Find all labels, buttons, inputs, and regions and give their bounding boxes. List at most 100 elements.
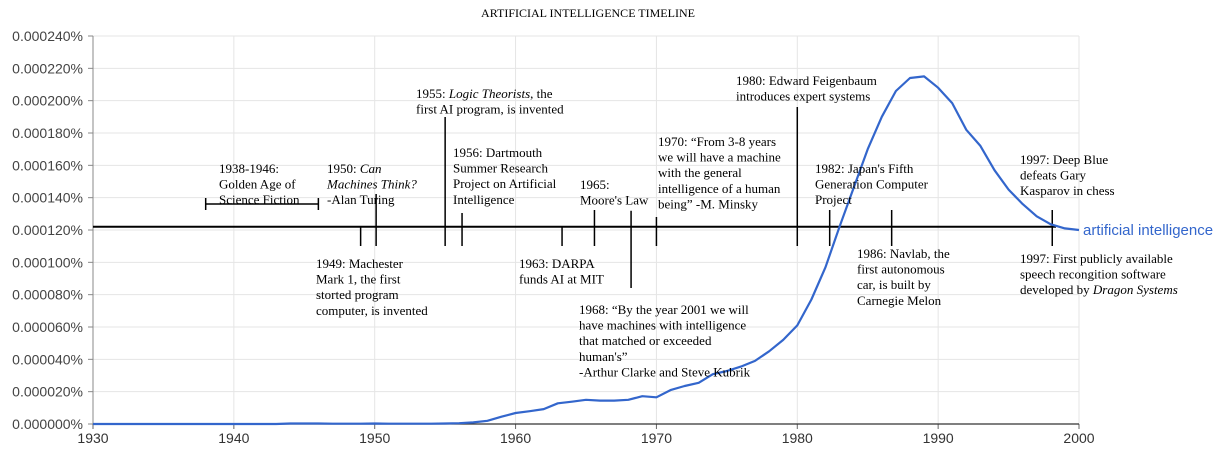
data-point[interactable] — [498, 414, 504, 420]
data-point[interactable] — [245, 421, 251, 427]
data-point[interactable] — [780, 337, 786, 343]
data-point[interactable] — [893, 88, 899, 94]
data-point[interactable] — [175, 421, 181, 427]
data-point[interactable] — [907, 75, 913, 81]
data-point[interactable] — [273, 421, 279, 427]
data-point[interactable] — [1062, 225, 1068, 231]
event-annotation-line: speech recongition software — [1020, 267, 1166, 282]
data-point[interactable] — [259, 421, 265, 427]
data-point[interactable] — [597, 398, 603, 404]
annotation-segment: 1970: “From 3-8 years — [658, 134, 776, 149]
event-annotation-line: Golden Age of — [219, 177, 296, 192]
data-point[interactable] — [682, 383, 688, 389]
annotation-segment: , the — [530, 86, 553, 101]
data-point[interactable] — [372, 421, 378, 427]
annotation-segment: computer, is invented — [316, 303, 428, 318]
data-point[interactable] — [822, 264, 828, 270]
data-point[interactable] — [90, 421, 96, 427]
data-point[interactable] — [203, 421, 209, 427]
annotation-segment: 1938-1946: — [219, 161, 279, 176]
data-point[interactable] — [794, 322, 800, 328]
annotation-segment: Machines Think? — [326, 177, 417, 192]
data-point[interactable] — [386, 421, 392, 427]
data-point[interactable] — [569, 399, 575, 405]
annotation-segment: 1997: Deep Blue — [1020, 152, 1108, 167]
data-point[interactable] — [1048, 221, 1054, 227]
data-point[interactable] — [132, 421, 138, 427]
annotation-segment: Mark 1, the first — [316, 272, 401, 287]
data-point[interactable] — [301, 421, 307, 427]
event-annotation-line: Summer Research — [453, 161, 548, 176]
x-tick-label: 1990 — [923, 430, 954, 446]
data-point[interactable] — [977, 143, 983, 149]
annotation-segment: 1963: DARPA — [519, 256, 595, 271]
data-point[interactable] — [583, 397, 589, 403]
y-tick-label: 0.000060% — [12, 319, 83, 335]
data-point[interactable] — [146, 421, 152, 427]
data-point[interactable] — [625, 397, 631, 403]
annotation-segment: 1965: — [580, 177, 610, 192]
data-point[interactable] — [217, 421, 223, 427]
x-tick-label: 1970 — [641, 430, 672, 446]
data-point[interactable] — [639, 393, 645, 399]
data-point[interactable] — [400, 421, 406, 427]
annotation-segment: speech recongition software — [1020, 267, 1166, 282]
data-point[interactable] — [1034, 213, 1040, 219]
event-annotation-line: 1980: Edward Feigenbaum — [736, 73, 877, 88]
data-point[interactable] — [527, 408, 533, 414]
data-point[interactable] — [189, 421, 195, 427]
data-point[interactable] — [668, 387, 674, 393]
x-tick-label: 1940 — [218, 430, 249, 446]
data-point[interactable] — [442, 421, 448, 427]
data-point[interactable] — [696, 380, 702, 386]
event-annotation-line: 1956: Dartmouth — [453, 145, 543, 160]
data-point[interactable] — [470, 419, 476, 425]
data-point[interactable] — [865, 146, 871, 152]
event-annotation-line: that matched or exceeded — [579, 333, 712, 348]
data-point[interactable] — [949, 100, 955, 106]
data-point[interactable] — [1076, 227, 1082, 233]
data-point[interactable] — [428, 421, 434, 427]
annotation-segment: storted program — [316, 287, 399, 302]
data-point[interactable] — [752, 358, 758, 364]
data-point[interactable] — [935, 85, 941, 91]
data-point[interactable] — [287, 421, 293, 427]
data-point[interactable] — [611, 398, 617, 404]
data-point[interactable] — [484, 418, 490, 424]
event-annotation-line: first AI program, is invented — [416, 102, 564, 117]
data-point[interactable] — [991, 167, 997, 173]
x-tick-label: 1980 — [782, 430, 813, 446]
annotation-segment: -Arthur Clarke and Steve Kubrik — [579, 364, 751, 379]
data-point[interactable] — [963, 127, 969, 133]
data-point[interactable] — [358, 421, 364, 427]
annotation-segment: Moore's Law — [580, 193, 649, 208]
annotation-segment: Dragon Systems — [1092, 282, 1178, 297]
data-point[interactable] — [808, 297, 814, 303]
data-point[interactable] — [921, 73, 927, 79]
annotation-segment: intelligence of a human — [658, 181, 781, 196]
annotation-segment: introduces expert systems — [736, 89, 870, 104]
data-point[interactable] — [456, 420, 462, 426]
data-point[interactable] — [766, 348, 772, 354]
data-point[interactable] — [160, 421, 166, 427]
series-line — [93, 75, 1080, 426]
data-point[interactable] — [414, 421, 420, 427]
data-point[interactable] — [555, 400, 561, 406]
data-point[interactable] — [513, 410, 519, 416]
data-point[interactable] — [315, 421, 321, 427]
data-point[interactable] — [231, 421, 237, 427]
event-annotation-line: first autonomous — [857, 262, 945, 277]
data-point[interactable] — [329, 421, 335, 427]
data-point[interactable] — [541, 406, 547, 412]
data-point[interactable] — [118, 421, 124, 427]
y-tick-label: 0.000000% — [12, 416, 83, 432]
data-point[interactable] — [104, 421, 110, 427]
data-point[interactable] — [1020, 201, 1026, 207]
data-point[interactable] — [344, 421, 350, 427]
y-tick-label: 0.000140% — [12, 190, 83, 206]
data-point[interactable] — [837, 224, 843, 230]
data-point[interactable] — [879, 114, 885, 120]
data-point[interactable] — [1006, 187, 1012, 193]
data-point[interactable] — [653, 394, 659, 400]
y-tick-label: 0.000120% — [12, 222, 83, 238]
